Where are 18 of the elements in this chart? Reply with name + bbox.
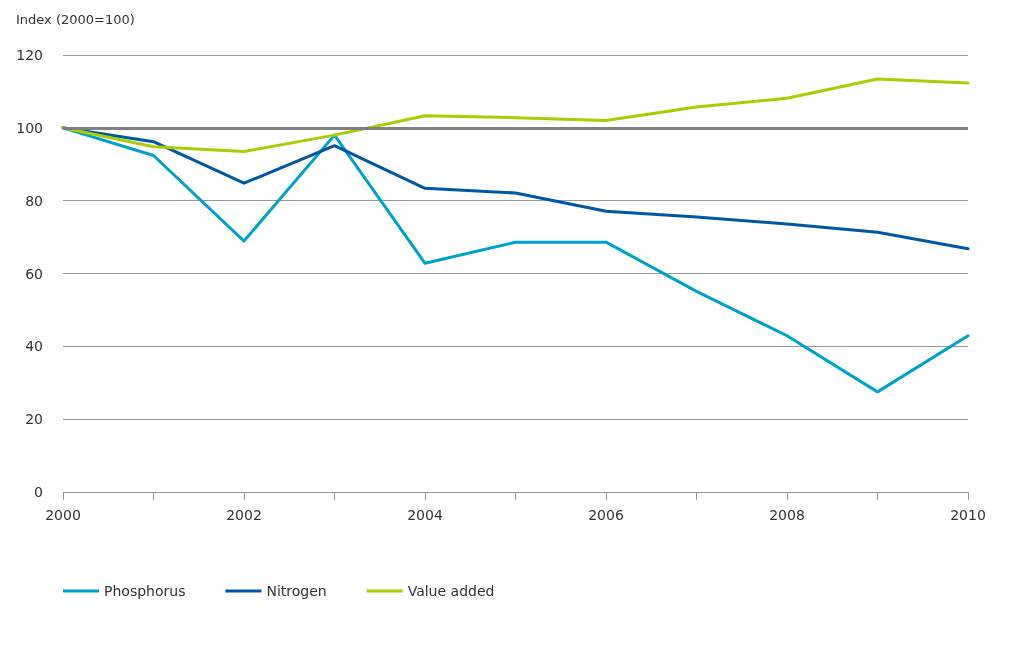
legend-label: Phosphorus [104,583,186,599]
y-tick-label: 20 [25,411,43,428]
legend-label: Nitrogen [266,583,327,599]
y-tick-label: 0 [34,484,43,500]
x-tick-label: 2010 [950,507,986,523]
x-tick-label: 2002 [226,507,262,523]
legend-label: Value added [407,583,495,599]
x-tick-label: 2006 [588,507,624,523]
x-tick-label: 2008 [769,507,805,523]
x-tick-label: 2004 [407,507,443,523]
y-axis-title: Index (2000=100) [16,12,135,27]
y-tick-label: 40 [25,338,43,355]
y-tick-label: 100 [16,119,43,136]
x-tick-label: 2000 [45,507,81,523]
y-tick-label: 80 [25,192,43,209]
line-series [61,77,970,153]
y-tick-label: 60 [25,265,43,282]
y-tick-label: 120 [16,47,43,63]
